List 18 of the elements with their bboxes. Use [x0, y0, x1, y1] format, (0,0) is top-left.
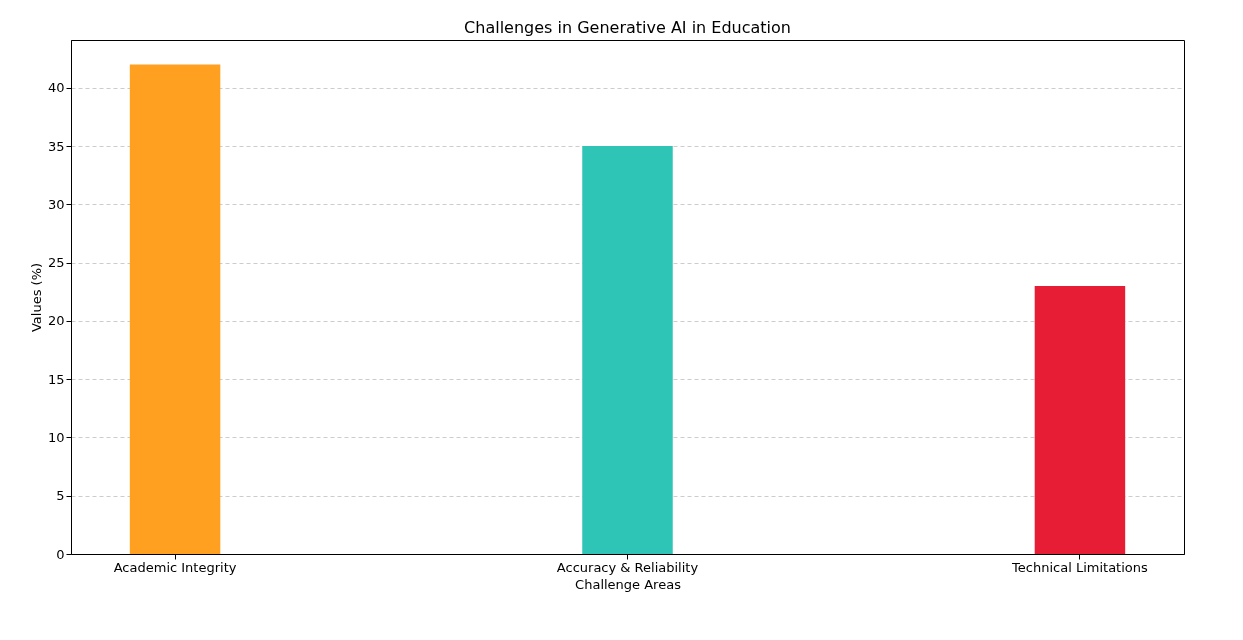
- y-tick-label: 0: [56, 546, 65, 562]
- bar: [582, 146, 673, 554]
- x-axis-title: Challenge Areas: [575, 576, 682, 592]
- y-tick-label: 35: [47, 138, 65, 154]
- x-tick-label: Technical Limitations: [1011, 559, 1149, 575]
- bar: [129, 64, 221, 554]
- y-axis-title: Values (%): [28, 262, 44, 333]
- y-tick-label: 20: [47, 313, 65, 329]
- chart-title: Challenges in Generative AI in Education: [464, 18, 791, 37]
- x-tick-label: Academic Integrity: [113, 559, 237, 575]
- y-tick-label: 40: [47, 80, 65, 96]
- y-tick-label: 10: [47, 429, 65, 445]
- x-tick-label: Accuracy & Reliability: [556, 559, 699, 575]
- y-tick-label: 25: [47, 255, 65, 271]
- bar: [1034, 285, 1126, 554]
- y-tick-label: 5: [56, 488, 65, 504]
- y-tick-label: 15: [47, 371, 65, 387]
- y-tick-label: 30: [47, 196, 65, 212]
